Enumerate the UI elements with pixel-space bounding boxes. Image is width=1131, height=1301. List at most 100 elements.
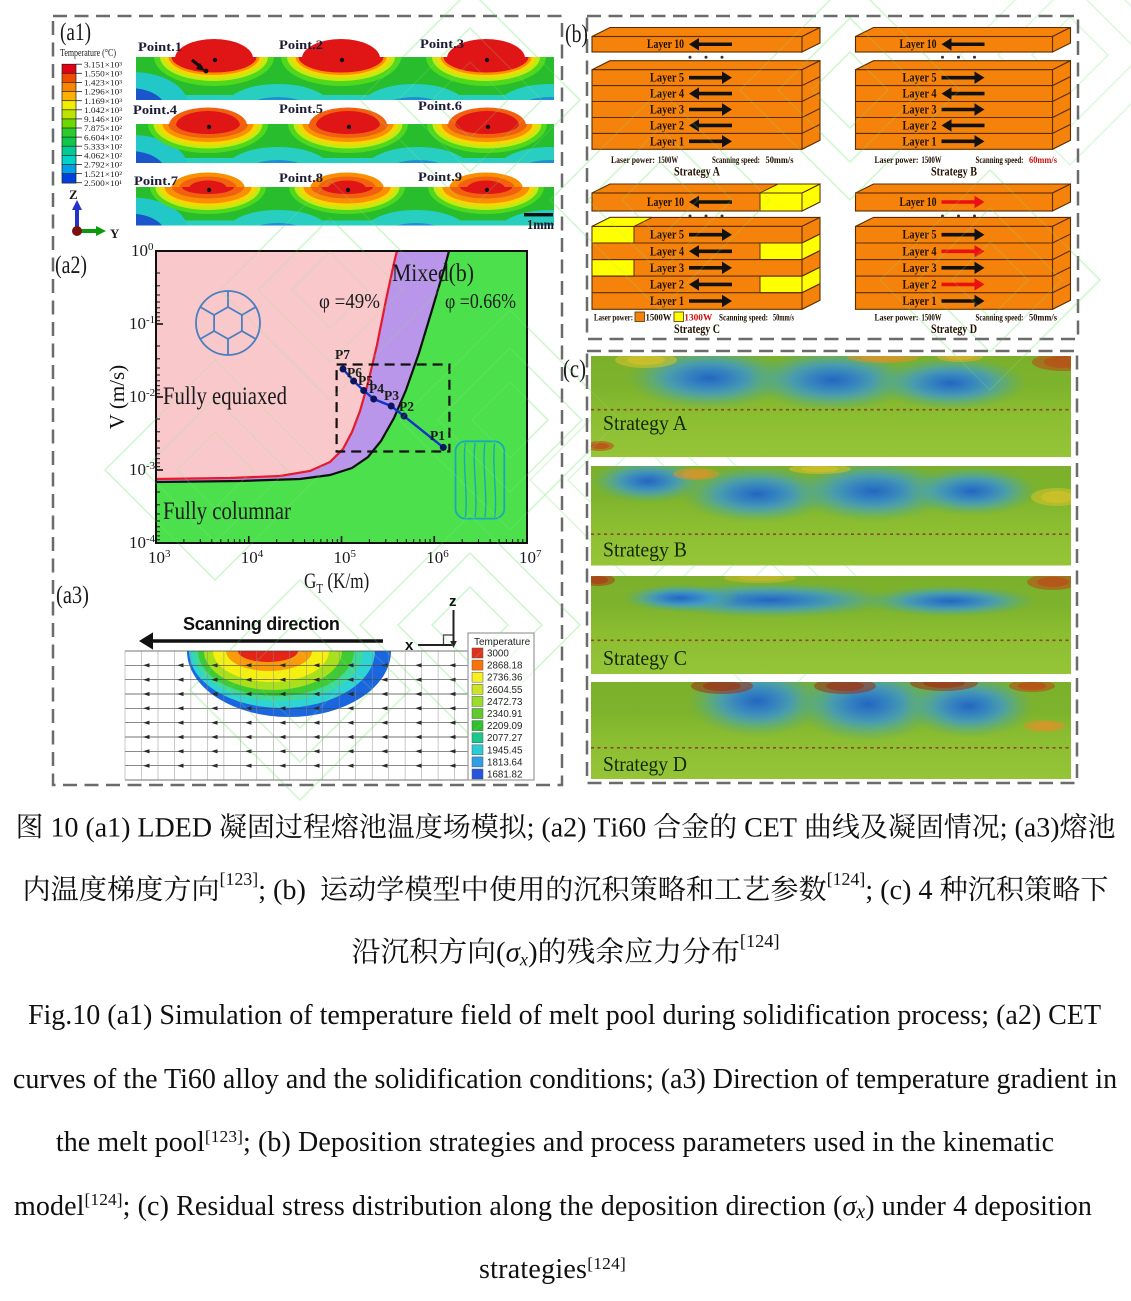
svg-text:P3: P3 — [384, 388, 399, 403]
svg-text:Scanning speed:: Scanning speed: — [976, 314, 1024, 324]
svg-text:1500W: 1500W — [646, 314, 673, 324]
svg-text:(a1): (a1) — [60, 19, 91, 46]
svg-text:1945.45: 1945.45 — [487, 745, 523, 756]
svg-text:Layer 5: Layer 5 — [903, 71, 937, 85]
svg-text:P7: P7 — [335, 347, 350, 362]
svg-text:P5: P5 — [358, 373, 373, 388]
svg-text:Layer 4: Layer 4 — [903, 244, 938, 258]
svg-text:(a2): (a2) — [55, 252, 87, 279]
svg-text:2604.55: 2604.55 — [487, 685, 523, 696]
svg-text:Y: Y — [110, 226, 120, 241]
svg-text:3.151×10³: 3.151×10³ — [84, 60, 123, 69]
svg-text:1813.64: 1813.64 — [487, 757, 523, 768]
svg-text:Fully equiaxed: Fully equiaxed — [163, 383, 287, 410]
svg-text:2736.36: 2736.36 — [487, 673, 523, 684]
svg-text:Strategy A: Strategy A — [674, 165, 720, 179]
svg-text:Point.6: Point.6 — [418, 99, 462, 113]
svg-text:50mm/s: 50mm/s — [1029, 314, 1057, 324]
svg-text:Scanning speed:: Scanning speed: — [976, 156, 1024, 166]
svg-text:50mm/s: 50mm/s — [766, 156, 794, 166]
svg-text:Layer 2: Layer 2 — [650, 277, 684, 291]
svg-text:Layer 4: Layer 4 — [650, 244, 685, 258]
svg-text:2472.73: 2472.73 — [487, 697, 523, 708]
svg-text:103: 103 — [148, 548, 171, 567]
svg-text:Point.2: Point.2 — [279, 38, 323, 52]
svg-text:Strategy D: Strategy D — [931, 322, 977, 336]
svg-text:10-3: 10-3 — [129, 460, 156, 479]
svg-text:GT (K/m): GT (K/m) — [304, 569, 369, 596]
svg-text:Laser power:: Laser power: — [875, 314, 919, 324]
svg-text:1.423×10³: 1.423×10³ — [84, 79, 123, 88]
svg-text:Strategy D: Strategy D — [603, 752, 687, 776]
svg-text:Layer 5: Layer 5 — [650, 228, 684, 242]
svg-text:1.296×10³: 1.296×10³ — [84, 88, 123, 97]
svg-text:Layer 10: Layer 10 — [900, 37, 937, 51]
svg-text:Point.1: Point.1 — [138, 40, 182, 54]
svg-text:105: 105 — [334, 548, 357, 567]
svg-text:1.521×10²: 1.521×10² — [84, 170, 123, 179]
svg-text:2.500×10¹: 2.500×10¹ — [84, 179, 123, 188]
svg-text:P4: P4 — [369, 381, 384, 396]
svg-text:Layer 4: Layer 4 — [903, 87, 938, 101]
svg-text:x: x — [405, 637, 414, 654]
svg-text:1mm: 1mm — [527, 218, 554, 233]
svg-text:(a3): (a3) — [56, 582, 89, 609]
svg-text:1500W: 1500W — [922, 156, 943, 166]
svg-text:Layer 10: Layer 10 — [647, 37, 684, 51]
svg-text:Layer 2: Layer 2 — [903, 277, 937, 291]
svg-text:1.169×10³: 1.169×10³ — [84, 97, 123, 106]
svg-text:Point.8: Point.8 — [279, 171, 323, 185]
svg-text:10-2: 10-2 — [129, 387, 155, 406]
svg-text:1.550×10³: 1.550×10³ — [84, 70, 123, 79]
svg-text:Layer 5: Layer 5 — [650, 71, 684, 85]
svg-text:Point.9: Point.9 — [418, 170, 462, 184]
svg-text:Layer 2: Layer 2 — [903, 118, 937, 132]
svg-text:2868.18: 2868.18 — [487, 661, 523, 672]
svg-text:Strategy C: Strategy C — [674, 322, 720, 336]
svg-text:(b): (b) — [565, 21, 588, 48]
svg-text:Layer 4: Layer 4 — [650, 87, 685, 101]
svg-text:Layer 5: Layer 5 — [903, 228, 937, 242]
svg-text:Strategy B: Strategy B — [931, 165, 977, 179]
svg-text:2077.27: 2077.27 — [487, 733, 522, 744]
svg-text:5.333×10²: 5.333×10² — [84, 142, 123, 151]
svg-text:1500W: 1500W — [658, 156, 679, 166]
svg-text:107: 107 — [519, 548, 542, 567]
svg-text:2209.09: 2209.09 — [487, 721, 522, 732]
svg-text:106: 106 — [426, 548, 449, 567]
svg-text:Laser power:: Laser power: — [875, 156, 919, 166]
svg-text:1681.82: 1681.82 — [487, 770, 522, 781]
svg-text:Layer 10: Layer 10 — [647, 195, 684, 209]
svg-text:10-1: 10-1 — [129, 314, 155, 333]
svg-text:1500W: 1500W — [922, 314, 943, 324]
svg-text:Laser power:: Laser power: — [611, 156, 655, 166]
svg-text:Point.3: Point.3 — [420, 37, 464, 51]
svg-text:Fully columnar: Fully columnar — [163, 498, 292, 525]
svg-text:3000: 3000 — [487, 649, 509, 660]
svg-text:9.146×10²: 9.146×10² — [84, 115, 123, 124]
svg-text:φ =0.66%: φ =0.66% — [445, 289, 516, 313]
svg-text:2340.91: 2340.91 — [487, 709, 522, 720]
svg-text:Temperature: Temperature — [474, 637, 531, 648]
svg-text:1300W: 1300W — [684, 314, 713, 324]
svg-text:Layer 3: Layer 3 — [903, 261, 937, 275]
svg-text:Strategy C: Strategy C — [603, 646, 687, 670]
svg-text:Layer 3: Layer 3 — [650, 103, 684, 117]
svg-text:Point.7: Point.7 — [134, 174, 178, 188]
svg-text:Mixed(b): Mixed(b) — [392, 260, 474, 287]
svg-text:Scanning direction: Scanning direction — [183, 614, 340, 634]
svg-text:1.042×10³: 1.042×10³ — [84, 106, 123, 115]
svg-text:Layer 3: Layer 3 — [903, 103, 937, 117]
svg-text:4.062×10²: 4.062×10² — [84, 152, 123, 161]
svg-text:Layer 1: Layer 1 — [650, 134, 684, 148]
svg-text:Layer 10: Layer 10 — [900, 195, 937, 209]
svg-text:Layer 2: Layer 2 — [650, 118, 684, 132]
svg-text:Point.4: Point.4 — [133, 103, 178, 117]
svg-text:Temperature (°C): Temperature (°C) — [60, 47, 116, 59]
svg-text:Layer 1: Layer 1 — [903, 134, 937, 148]
svg-text:7.875×10²: 7.875×10² — [84, 124, 123, 133]
svg-text:Strategy A: Strategy A — [603, 411, 688, 435]
svg-text:Layer 3: Layer 3 — [650, 261, 684, 275]
svg-text:φ =49%: φ =49% — [319, 289, 380, 313]
svg-text:z: z — [449, 593, 457, 610]
